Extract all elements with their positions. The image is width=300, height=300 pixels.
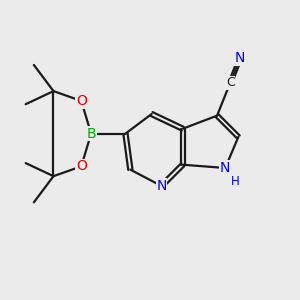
Text: H: H [231,175,239,188]
Text: O: O [76,94,87,108]
Text: N: N [220,161,230,175]
Text: N: N [235,51,245,65]
Text: N: N [156,179,167,193]
Text: B: B [86,127,96,141]
Text: O: O [76,159,87,173]
Text: C: C [226,76,235,89]
